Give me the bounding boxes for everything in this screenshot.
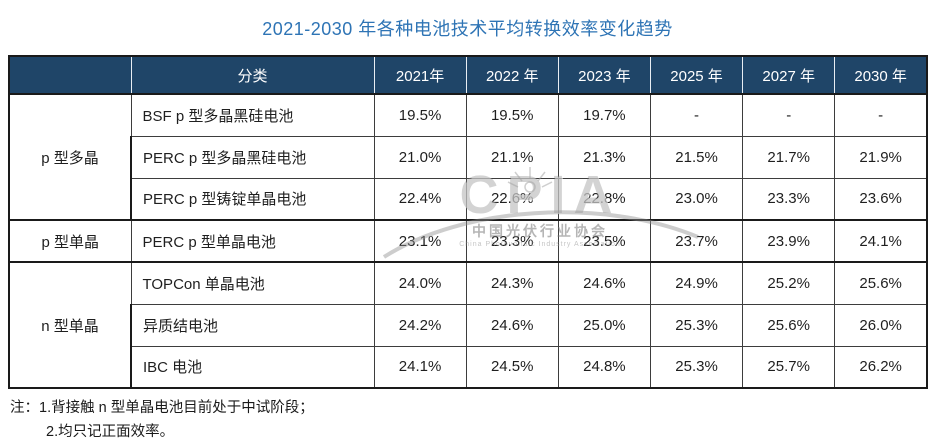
efficiency-cell: 21.7% — [742, 135, 836, 179]
corner-cell — [8, 55, 132, 95]
efficiency-cell: 24.1% — [373, 345, 467, 389]
efficiency-cell: 24.5% — [465, 345, 559, 389]
note-label: 注： — [10, 400, 39, 416]
efficiency-cell: 24.8% — [557, 345, 651, 389]
efficiency-cell: 24.9% — [649, 261, 744, 305]
efficiency-cell: 25.7% — [742, 345, 836, 389]
table-header-row: 分类 2021年 2022 年 2023 年 2025 年 2027 年 203… — [8, 55, 929, 95]
efficiency-cell: 23.3% — [742, 177, 836, 221]
efficiency-cell: 23.9% — [742, 219, 836, 263]
efficiency-cell: 24.2% — [373, 303, 467, 347]
efficiency-cell: 21.0% — [373, 135, 467, 179]
page-title: 2021-2030 年各种电池技术平均转换效率变化趋势 — [262, 19, 673, 39]
category-cell: IBC 电池 — [130, 345, 375, 389]
year-column-header: 2025 年 — [649, 55, 744, 95]
footnotes: 注： 1.背接触 n 型单晶电池目前处于中试阶段； 2.均只记正面效率。 — [10, 396, 314, 444]
efficiency-cell: 19.7% — [557, 93, 651, 137]
group-label-n-mono: n 型单晶 — [8, 261, 132, 389]
year-column-header: 2030 年 — [834, 55, 929, 95]
year-column-header: 2023 年 — [557, 55, 651, 95]
table-row: p 型单晶 PERC p 型单晶电池 23.1% 23.3% 23.5% 23.… — [8, 219, 929, 263]
group-label-p-mono: p 型单晶 — [8, 219, 132, 263]
category-cell: PERC p 型铸锭单晶电池 — [130, 177, 375, 221]
efficiency-cell: 26.2% — [834, 345, 929, 389]
year-column-header: 2021年 — [373, 55, 467, 95]
table-row: n 型单晶 TOPCon 单晶电池 24.0% 24.3% 24.6% 24.9… — [8, 261, 929, 389]
efficiency-cell: 19.5% — [465, 93, 559, 137]
table-row: PERC p 型多晶黑硅电池 21.0% 21.1% 21.3% 21.5% 2… — [9, 135, 929, 179]
efficiency-cell: 23.7% — [649, 219, 744, 263]
category-column-header: 分类 — [130, 55, 375, 95]
category-cell: 异质结电池 — [130, 303, 375, 347]
efficiency-cell: 26.0% — [834, 303, 929, 347]
efficiency-cell: 25.3% — [649, 303, 744, 347]
category-cell: PERC p 型单晶电池 — [130, 219, 375, 263]
efficiency-cell: 23.5% — [557, 219, 651, 263]
efficiency-cell: 22.4% — [373, 177, 467, 221]
efficiency-cell: - — [742, 93, 836, 137]
efficiency-cell: 21.1% — [465, 135, 559, 179]
table-row: 异质结电池 24.2% 24.6% 25.0% 25.3% 25.6% 26.0… — [9, 303, 929, 347]
year-column-header: 2022 年 — [465, 55, 559, 95]
efficiency-cell: 21.3% — [557, 135, 651, 179]
table-row: PERC p 型铸锭单晶电池 22.4% 22.6% 22.8% 23.0% 2… — [9, 177, 929, 221]
efficiency-cell: 25.6% — [834, 261, 929, 305]
efficiency-table: 分类 2021年 2022 年 2023 年 2025 年 2027 年 203… — [8, 55, 929, 389]
efficiency-cell: - — [649, 93, 744, 137]
category-cell: BSF p 型多晶黑硅电池 — [130, 93, 375, 137]
efficiency-cell: 23.1% — [373, 219, 467, 263]
efficiency-cell: 21.9% — [834, 135, 929, 179]
efficiency-cell: 24.3% — [465, 261, 559, 305]
table-row: p 型多晶 BSF p 型多晶黑硅电池 19.5% 19.5% 19.7% - … — [8, 93, 929, 221]
category-cell: TOPCon 单晶电池 — [130, 261, 375, 305]
efficiency-cell: 25.6% — [742, 303, 836, 347]
efficiency-cell: 25.3% — [649, 345, 744, 389]
group-label-p-poly: p 型多晶 — [8, 93, 132, 221]
efficiency-cell: 22.6% — [465, 177, 559, 221]
efficiency-cell: 24.6% — [557, 261, 651, 305]
year-column-header: 2027 年 — [742, 55, 836, 95]
efficiency-cell: 21.5% — [649, 135, 744, 179]
efficiency-cell: 22.8% — [557, 177, 651, 221]
efficiency-cell: 24.0% — [373, 261, 467, 305]
efficiency-cell: 23.0% — [649, 177, 744, 221]
category-cell: PERC p 型多晶黑硅电池 — [130, 135, 375, 179]
efficiency-cell: 24.1% — [834, 219, 929, 263]
efficiency-cell: 23.3% — [465, 219, 559, 263]
note-line-2: 2.均只记正面效率。 — [46, 424, 175, 440]
efficiency-cell: - — [834, 93, 929, 137]
note-line-1: 1.背接触 n 型单晶电池目前处于中试阶段； — [39, 400, 314, 416]
table-row: IBC 电池 24.1% 24.5% 24.8% 25.3% 25.7% 26.… — [9, 345, 929, 389]
efficiency-cell: 25.0% — [557, 303, 651, 347]
efficiency-cell: 25.2% — [742, 261, 836, 305]
efficiency-cell: 24.6% — [465, 303, 559, 347]
efficiency-cell: 19.5% — [373, 93, 467, 137]
efficiency-cell: 23.6% — [834, 177, 929, 221]
